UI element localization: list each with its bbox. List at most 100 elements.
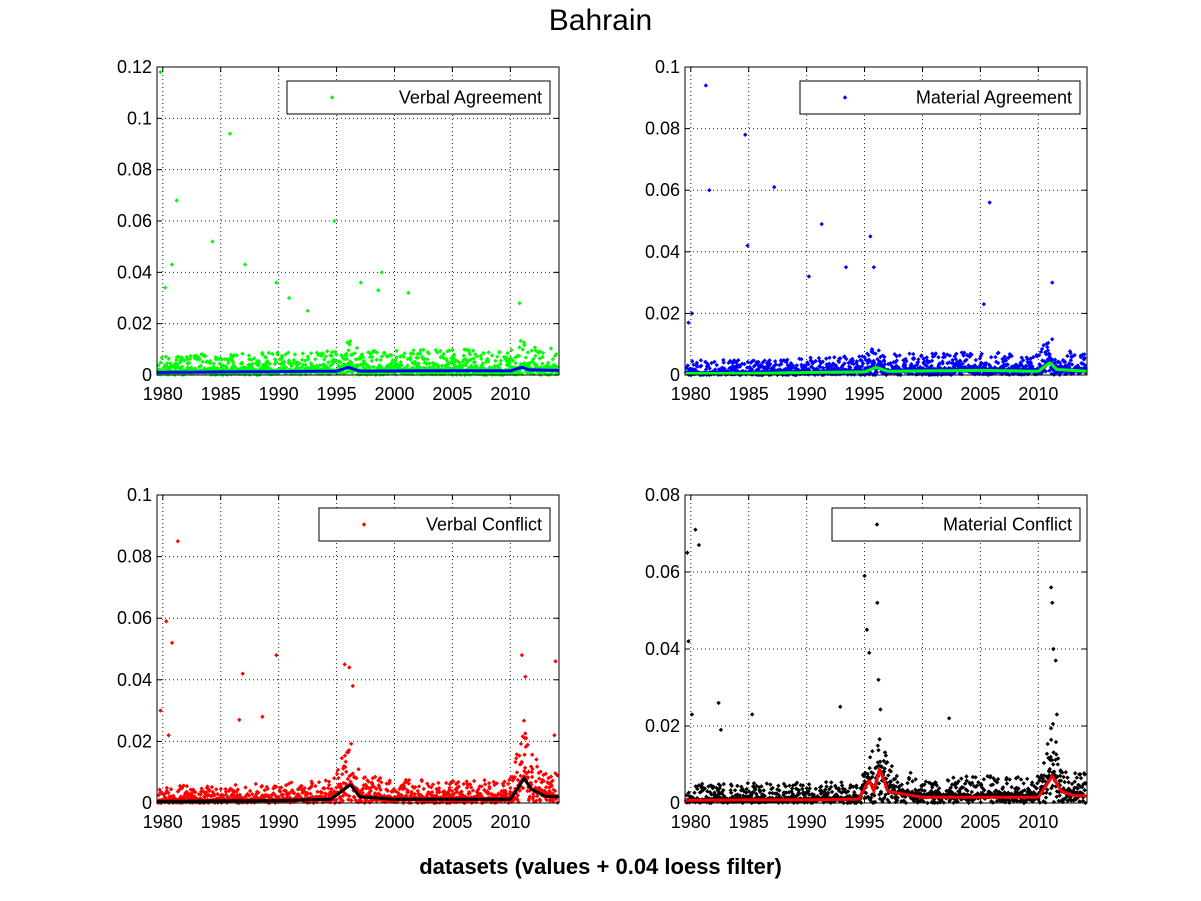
data-point: [354, 786, 360, 792]
data-point: [868, 358, 873, 364]
data-point: [691, 362, 696, 368]
data-point: [348, 741, 354, 747]
data-point: [746, 369, 752, 375]
data-point: [527, 794, 533, 799]
data-point: [718, 368, 723, 373]
data-point: [430, 782, 436, 787]
data-point: [721, 781, 726, 787]
data-point: [795, 367, 801, 372]
data-point: [527, 360, 533, 366]
data-point: [540, 354, 545, 360]
data-point: [529, 774, 535, 780]
data-point: [868, 234, 873, 239]
data-point: [892, 370, 897, 376]
data-point: [505, 350, 510, 356]
data-point: [1002, 354, 1007, 359]
data-point: [689, 359, 695, 364]
data-point: [315, 789, 320, 794]
data-point: [194, 354, 200, 359]
data-point: [344, 356, 350, 362]
data-point: [719, 791, 725, 796]
data-point: [733, 368, 738, 374]
data-point: [163, 796, 168, 801]
data-point: [514, 756, 519, 761]
data-point: [924, 363, 929, 369]
data-point: [401, 783, 406, 789]
data-point: [391, 787, 396, 792]
data-point: [352, 351, 358, 356]
data-point: [299, 365, 304, 370]
data-point: [919, 353, 924, 358]
data-point: [463, 356, 468, 362]
data-point: [374, 786, 379, 792]
data-point: [468, 785, 474, 790]
y-tick-label: 0: [670, 793, 680, 813]
data-point: [233, 782, 238, 788]
data-point: [441, 351, 447, 357]
data-point: [521, 340, 527, 345]
data-point: [1009, 353, 1014, 359]
data-point: [836, 359, 842, 365]
data-point: [317, 363, 322, 368]
data-point: [515, 368, 521, 373]
data-point: [334, 352, 339, 357]
data-point: [507, 799, 513, 804]
data-point: [217, 361, 223, 366]
data-point: [929, 358, 935, 364]
data-point: [820, 365, 826, 371]
data-point: [360, 786, 366, 791]
data-point: [419, 778, 425, 784]
data-point: [808, 355, 813, 360]
data-point: [1039, 370, 1044, 376]
data-point: [199, 786, 204, 791]
data-point: [882, 362, 888, 367]
data-point: [402, 799, 407, 804]
data-point: [402, 786, 408, 791]
data-point: [1082, 355, 1087, 361]
data-point: [788, 360, 794, 366]
data-point: [444, 780, 449, 786]
data-point: [503, 788, 508, 794]
data-point: [230, 788, 235, 793]
data-point: [541, 778, 547, 784]
data-point: [305, 357, 311, 362]
data-point: [181, 358, 187, 363]
data-point: [260, 352, 265, 357]
data-point: [168, 794, 174, 799]
x-tick-label: 2000: [374, 812, 414, 832]
data-point: [415, 355, 421, 360]
data-point: [289, 780, 294, 785]
data-point: [924, 358, 930, 363]
data-point: [503, 792, 508, 798]
y-tick-label: 0.1: [127, 485, 152, 505]
data-point: [737, 793, 743, 798]
data-point: [164, 619, 169, 624]
data-point: [537, 349, 543, 354]
data-point: [204, 790, 209, 795]
data-point: [253, 781, 259, 787]
data-point: [872, 360, 877, 366]
data-point: [692, 790, 697, 795]
data-point: [426, 351, 432, 356]
data-point: [732, 364, 738, 369]
data-point: [978, 365, 983, 370]
data-point: [707, 188, 712, 193]
data-point: [402, 351, 407, 356]
data-point: [330, 791, 335, 796]
data-point: [467, 352, 473, 357]
data-point: [973, 357, 979, 363]
data-point: [916, 370, 922, 376]
y-tick-label: 0.08: [645, 485, 680, 505]
data-point: [966, 364, 972, 369]
x-tick-label: 2000: [902, 812, 942, 832]
data-point: [709, 792, 714, 797]
data-point: [1043, 369, 1048, 374]
data-point: [399, 363, 404, 368]
data-point: [1047, 354, 1052, 360]
data-point: [888, 360, 893, 366]
data-point: [438, 348, 443, 354]
data-point: [262, 788, 267, 793]
data-point: [942, 354, 948, 360]
